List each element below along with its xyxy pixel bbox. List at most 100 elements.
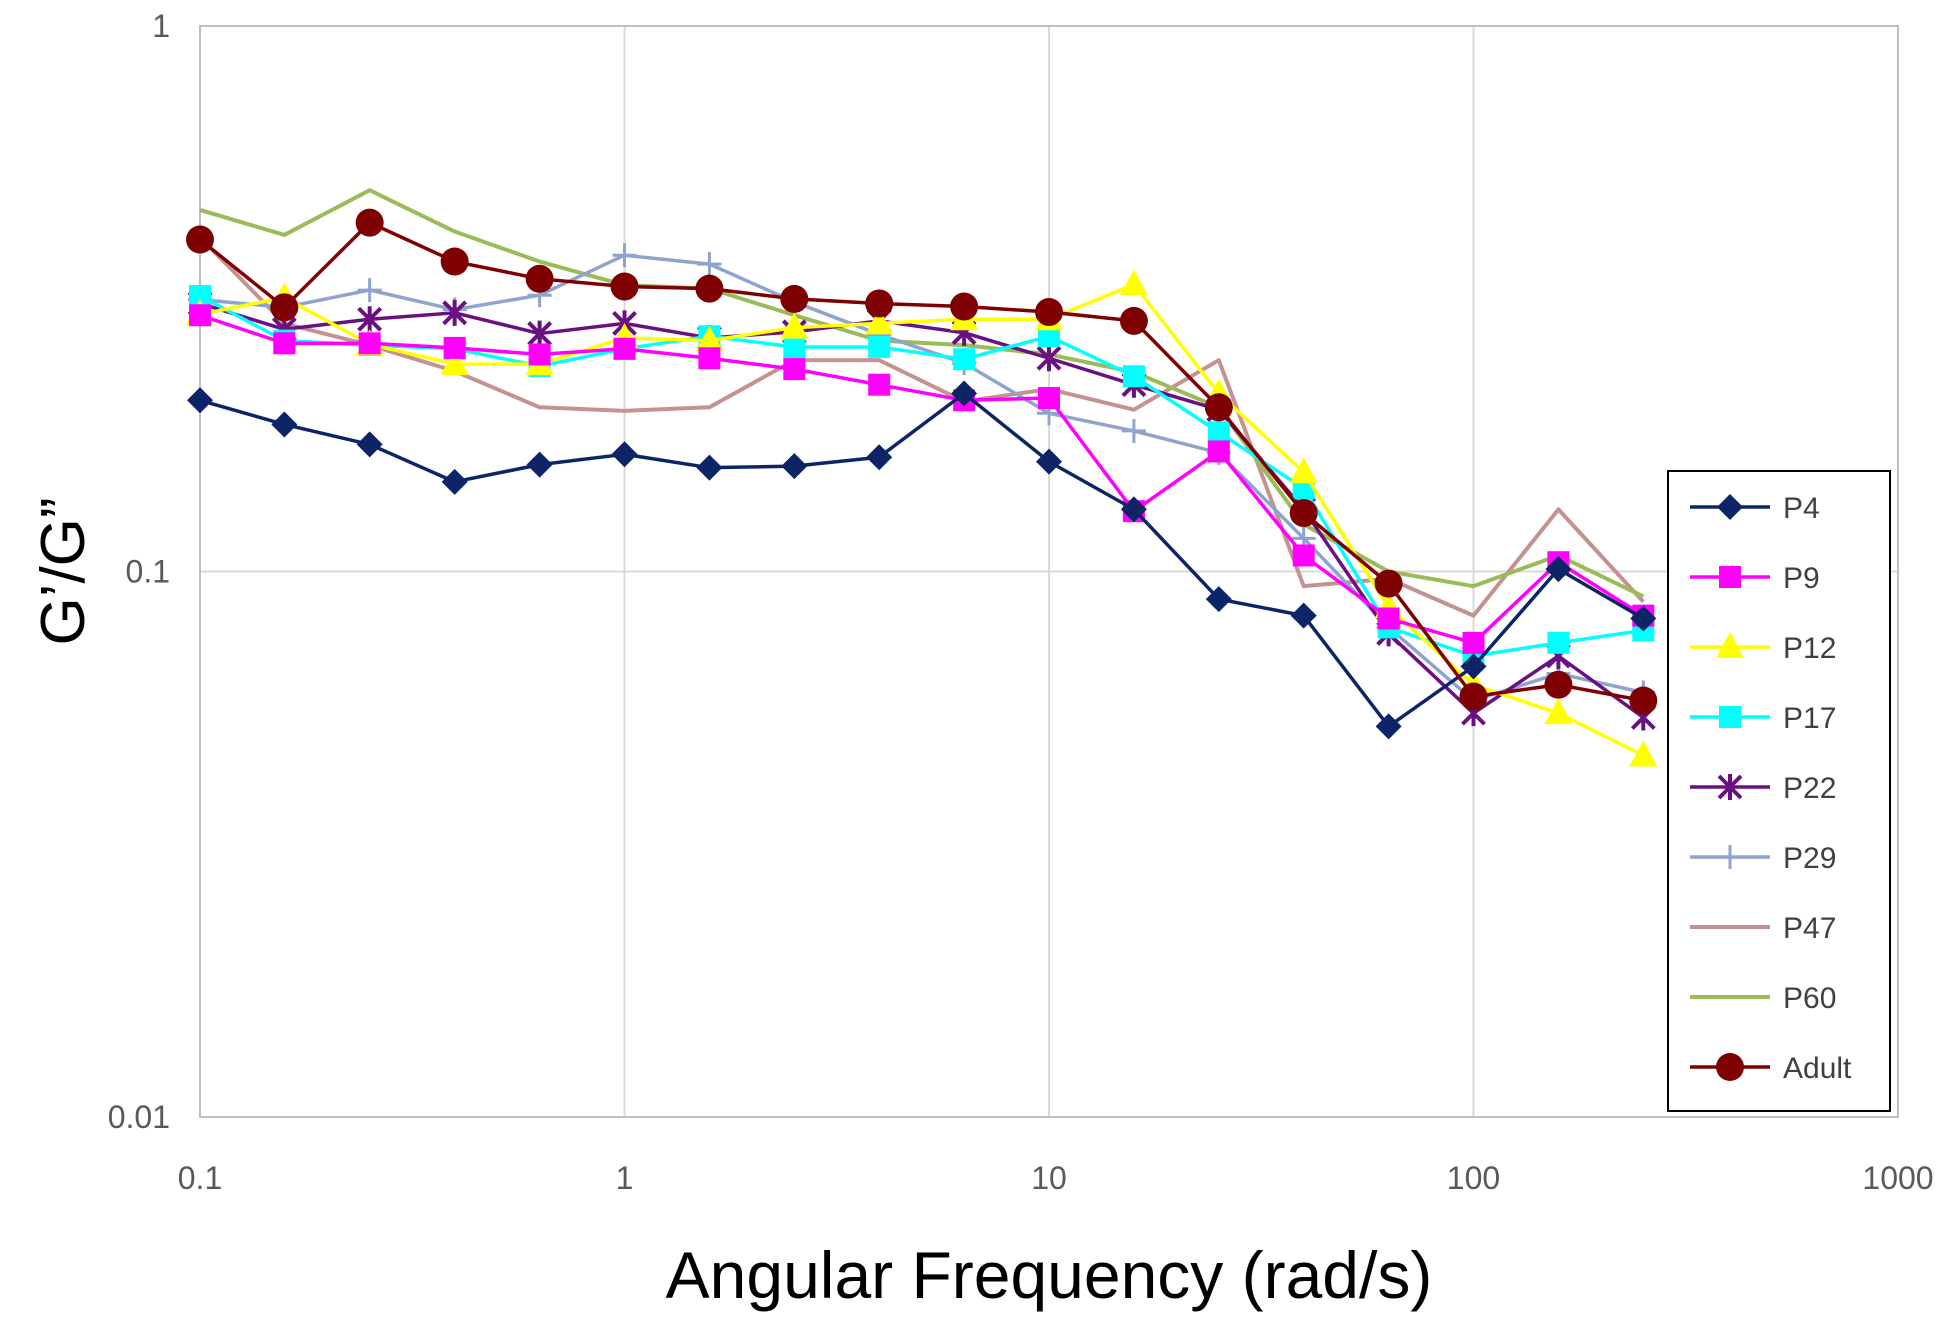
series-p9-marker — [528, 343, 551, 366]
series-p9-marker — [358, 332, 381, 355]
y-axis-ticks: 0.01 0.1 1 — [108, 8, 170, 1135]
series-p17-marker — [953, 348, 976, 371]
legend-p12-marker — [1716, 632, 1744, 658]
series-p9-marker — [783, 358, 806, 381]
legend-p22-marker — [1717, 774, 1743, 800]
legend-item-p9: P9 — [1690, 562, 1820, 595]
series-p9-marker — [868, 373, 891, 396]
series-adult-marker — [440, 247, 469, 276]
series-adult-marker — [1374, 569, 1403, 598]
series-p9-marker — [1207, 440, 1230, 463]
series-p4 — [187, 380, 1657, 740]
legend: P4 P9 P12 P17 P22 P29 P47 P60 Adult — [1667, 470, 1891, 1112]
y-tick-label: 0.1 — [126, 554, 170, 590]
series-p9-line — [199, 313, 1645, 645]
x-tick-label: 1000 — [1862, 1160, 1933, 1196]
legend-label-p60: P60 — [1783, 982, 1836, 1015]
series-p22-marker — [1036, 345, 1062, 372]
series-p9-marker — [443, 336, 466, 359]
legend-label-p47: P47 — [1783, 912, 1836, 945]
series-adult-marker — [1119, 306, 1148, 335]
series-adult-marker — [186, 225, 214, 254]
series-p12-marker — [780, 312, 809, 339]
series-layer — [186, 188, 1658, 767]
series-p9-marker — [189, 304, 211, 327]
series-adult-marker — [1204, 393, 1233, 422]
series-p4-marker — [271, 411, 298, 438]
series-adult-marker — [270, 293, 299, 322]
series-p4-marker — [1290, 602, 1317, 629]
y-tick-label: 1 — [152, 8, 170, 44]
series-p4-marker — [1120, 496, 1147, 523]
series-adult-marker — [1289, 499, 1318, 528]
x-tick-label: 100 — [1447, 1160, 1500, 1196]
series-p12-marker — [865, 308, 894, 335]
series-p9-marker — [698, 347, 721, 370]
legend-label-p4: P4 — [1783, 492, 1820, 525]
series-adult-marker — [1035, 298, 1063, 327]
legend-item-p60: P60 — [1690, 982, 1836, 1015]
series-p17-marker — [1038, 325, 1060, 348]
series-p22-marker — [442, 299, 468, 326]
series-p17-marker — [868, 335, 891, 358]
series-p4-marker — [187, 387, 213, 414]
legend-label-p22: P22 — [1783, 772, 1836, 805]
series-p9-marker — [273, 332, 296, 355]
series-adult-marker — [355, 208, 384, 237]
series-adult-marker — [525, 264, 554, 293]
x-axis-ticks: 0.1 1 10 100 1000 — [178, 1160, 1934, 1196]
series-p17-marker — [1207, 421, 1230, 444]
series-p12-marker — [1544, 698, 1573, 725]
series-adult-marker — [695, 274, 724, 303]
series-p29-marker — [357, 278, 382, 303]
series-p4-marker — [781, 453, 808, 480]
series-p17-marker — [189, 284, 211, 307]
legend-label-p17: P17 — [1783, 702, 1836, 735]
series-adult-marker — [950, 292, 979, 321]
legend-item-p12: P12 — [1690, 632, 1836, 665]
series-p9-marker — [1462, 631, 1485, 654]
legend-item-p17: P17 — [1690, 702, 1836, 735]
legend-p4-marker — [1717, 494, 1743, 520]
plot-area-border — [199, 25, 1899, 1118]
series-p9-marker — [1377, 607, 1400, 630]
series-p4-marker — [1545, 556, 1572, 583]
series-p4-marker — [866, 444, 893, 471]
series-adult — [186, 208, 1658, 715]
series-p4-marker — [1036, 448, 1062, 475]
series-adult-line — [198, 220, 1644, 703]
series-adult-marker — [780, 284, 809, 313]
series-p29-line — [199, 253, 1644, 703]
legend-item-p22: P22 — [1690, 772, 1836, 805]
series-p9 — [189, 304, 1655, 654]
legend-p9-marker — [1719, 566, 1741, 588]
series-p9-marker — [1038, 386, 1060, 409]
series-p12-line — [199, 282, 1645, 758]
series-p22-marker — [527, 320, 553, 347]
series-p4-marker — [1460, 653, 1487, 680]
series-p4-marker — [951, 380, 978, 407]
x-tick-label: 0.1 — [178, 1160, 222, 1196]
series-p12-marker — [1629, 740, 1658, 767]
legend-item-adult: Adult — [1690, 1052, 1852, 1085]
series-p22-marker — [357, 306, 383, 333]
series-p9-marker — [613, 337, 636, 360]
series-p29-marker — [612, 243, 637, 268]
legend-box — [1667, 470, 1891, 1112]
series-p4-marker — [1375, 713, 1402, 740]
series-adult-marker — [1629, 686, 1658, 715]
legend-p29-marker — [1718, 845, 1742, 869]
series-p12-marker — [440, 349, 469, 376]
legend-label-p12: P12 — [1783, 632, 1836, 665]
y-tick-label: 0.01 — [108, 1099, 170, 1135]
series-p60 — [199, 188, 1645, 599]
series-p22-line — [199, 301, 1645, 719]
series-p4-marker — [356, 431, 383, 458]
series-p4-marker — [441, 468, 468, 495]
series-p47-line — [198, 235, 1645, 618]
y-axis-label: G’/G” — [29, 497, 98, 645]
series-p12-marker — [695, 325, 724, 352]
legend-adult-marker — [1716, 1053, 1744, 1081]
